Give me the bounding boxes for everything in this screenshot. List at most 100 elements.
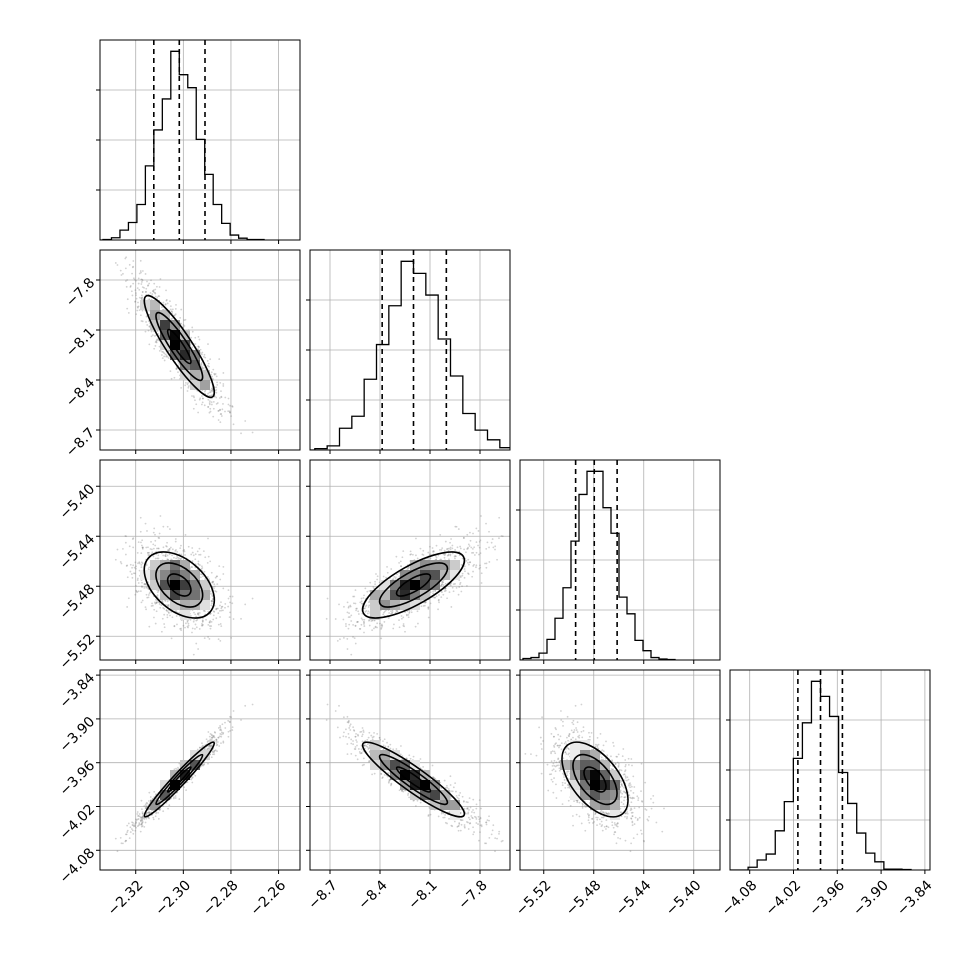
sample-point <box>224 603 227 605</box>
sample-point <box>479 566 482 569</box>
sample-point <box>408 566 411 569</box>
sample-point <box>208 744 211 747</box>
sample-point <box>469 539 472 542</box>
sample-point <box>199 348 202 351</box>
sample-point <box>162 554 165 557</box>
sample-point <box>132 277 135 280</box>
sample-point <box>137 562 139 565</box>
sample-point <box>124 541 127 544</box>
sample-point <box>198 346 200 349</box>
sample-point <box>429 553 431 556</box>
sample-point <box>478 546 481 549</box>
sample-point <box>140 566 143 569</box>
sample-point <box>211 581 214 584</box>
sample-point <box>162 607 165 609</box>
density-cell <box>200 370 210 380</box>
sample-point <box>465 551 467 554</box>
sample-point <box>396 573 398 576</box>
sample-point <box>438 601 440 604</box>
sample-point <box>155 547 158 550</box>
sample-point <box>201 401 204 404</box>
sample-point <box>138 272 141 275</box>
sample-point <box>156 338 159 341</box>
sample-point <box>165 545 167 547</box>
sample-point <box>144 273 147 275</box>
sample-point <box>368 618 371 621</box>
y-tick-label: −5.40 <box>57 481 99 523</box>
sample-point <box>157 589 160 592</box>
sample-point <box>217 736 220 739</box>
sample-point <box>198 746 201 749</box>
sample-point <box>371 619 374 622</box>
sample-point <box>376 626 378 629</box>
sample-point <box>144 583 147 586</box>
sample-point <box>410 553 413 556</box>
sample-point <box>148 811 151 814</box>
sample-point <box>380 626 383 629</box>
sample-point <box>211 734 214 737</box>
sample-point <box>208 411 211 414</box>
sample-point <box>455 587 458 589</box>
sample-point <box>218 397 221 399</box>
sample-point <box>212 614 215 617</box>
sample-point <box>219 623 222 625</box>
sample-point <box>174 797 177 799</box>
sample-point <box>191 330 194 333</box>
sample-point <box>147 329 150 332</box>
sample-point <box>214 749 217 752</box>
sample-point <box>192 653 195 656</box>
density-cell <box>430 560 440 570</box>
sample-point <box>160 306 163 309</box>
sample-point <box>220 415 223 417</box>
sample-point <box>219 408 221 411</box>
sample-point <box>114 558 117 561</box>
sample-point <box>148 807 151 810</box>
density-cell <box>170 600 180 610</box>
sample-point <box>471 551 473 554</box>
sample-point <box>211 600 213 603</box>
sample-point <box>178 798 181 800</box>
sample-point <box>361 618 364 621</box>
sample-point <box>372 586 375 588</box>
sample-point <box>187 386 190 389</box>
sample-point <box>220 609 223 612</box>
sample-point <box>140 816 143 819</box>
sample-point <box>213 736 216 739</box>
sample-point <box>184 384 187 387</box>
sample-point <box>387 617 390 620</box>
sample-point <box>136 287 139 289</box>
sample-point <box>459 545 462 548</box>
sample-point <box>141 820 144 823</box>
sample-point <box>348 612 350 614</box>
sample-point <box>212 407 215 410</box>
sample-point <box>140 561 143 564</box>
sample-point <box>140 320 143 322</box>
sample-point <box>207 537 209 540</box>
sample-point <box>220 729 223 732</box>
sample-point <box>210 571 213 574</box>
sample-point <box>187 385 190 388</box>
sample-point <box>162 525 165 528</box>
sample-point <box>201 744 204 747</box>
sample-point <box>390 610 392 613</box>
sample-point <box>202 623 204 626</box>
sample-point <box>218 735 221 738</box>
sample-point <box>129 285 132 287</box>
sample-point <box>459 575 462 578</box>
sample-point <box>125 285 128 288</box>
sample-point <box>346 638 349 640</box>
density-cell <box>160 340 170 350</box>
sample-point <box>209 560 212 563</box>
sample-point <box>144 291 147 293</box>
sample-point <box>406 610 409 613</box>
sample-point <box>443 549 446 552</box>
sample-point <box>406 567 409 569</box>
sample-point <box>485 522 487 525</box>
sample-point <box>353 602 355 605</box>
sample-point <box>164 600 167 602</box>
sample-point <box>196 550 199 553</box>
sample-point <box>147 284 149 287</box>
y-tick-label: −5.44 <box>57 531 99 573</box>
sample-point <box>166 558 169 561</box>
